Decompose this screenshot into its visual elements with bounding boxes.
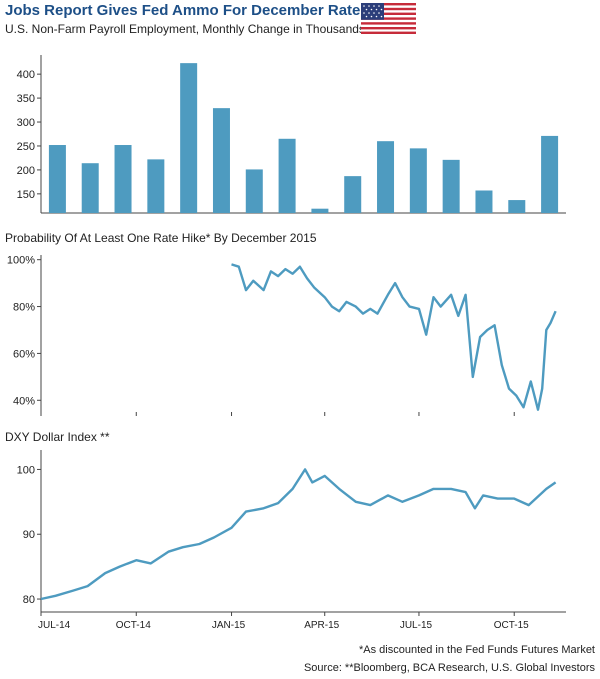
prob-y-tick-label: 80% [13, 302, 35, 314]
prob-y-tick-label: 100% [7, 255, 35, 267]
dxy-y-tick-label: 80 [23, 594, 35, 606]
payroll-bar [81, 163, 99, 213]
payroll-bar [212, 108, 230, 213]
time-x-tick-label: OCT-14 [116, 620, 151, 631]
payroll-bar [508, 200, 526, 213]
dxy-y-tick-label: 100 [17, 464, 35, 476]
dxy-y-tick-label: 90 [23, 529, 35, 541]
payroll-bar [344, 176, 362, 213]
payroll-bar [147, 159, 165, 213]
payroll-bar [311, 208, 329, 213]
prob-y-tick-label: 60% [13, 348, 35, 360]
payroll-bar [475, 190, 493, 213]
bar-y-tick-label: 300 [17, 117, 35, 129]
probability-panel-title: Probability Of At Least One Rate Hike* B… [5, 231, 317, 245]
chart-title: Jobs Report Gives Fed Ammo For December … [5, 2, 397, 19]
bar-y-tick-label: 350 [17, 93, 35, 105]
us-flag-icon [361, 3, 416, 34]
time-x-tick-label: JAN-15 [212, 620, 246, 631]
payroll-bar [442, 159, 460, 213]
dxy-panel-title: DXY Dollar Index ** [5, 430, 110, 444]
payroll-bar [278, 138, 296, 213]
payroll-bar [114, 145, 132, 213]
footnote: *As discounted in the Fed Funds Futures … [358, 644, 595, 656]
payroll-bar [180, 63, 198, 214]
prob-y-tick-label: 40% [13, 395, 35, 407]
time-x-tick-label: APR-15 [304, 620, 339, 631]
bar-y-tick-label: 200 [17, 165, 35, 177]
time-x-tick-label: JUL-15 [400, 620, 433, 631]
time-x-tick-label: JUL-14 [38, 620, 71, 631]
bar-y-tick-label: 400 [17, 69, 35, 81]
dxy-series-line [40, 468, 557, 601]
bar-y-tick-label: 250 [17, 141, 35, 153]
time-x-tick-label: OCT-15 [494, 620, 529, 631]
payroll-bar [48, 145, 66, 213]
source-note: Source: **Bloomberg, BCA Research, U.S. … [303, 662, 595, 674]
payroll-bar [377, 141, 395, 213]
bar-y-tick-label: 150 [17, 189, 35, 201]
payroll-bar [541, 135, 559, 213]
payroll-bar [245, 169, 263, 213]
payroll-bar [409, 148, 427, 213]
prob-series-line [231, 263, 557, 411]
chart-subtitle: U.S. Non-Farm Payroll Employment, Monthl… [5, 22, 365, 36]
